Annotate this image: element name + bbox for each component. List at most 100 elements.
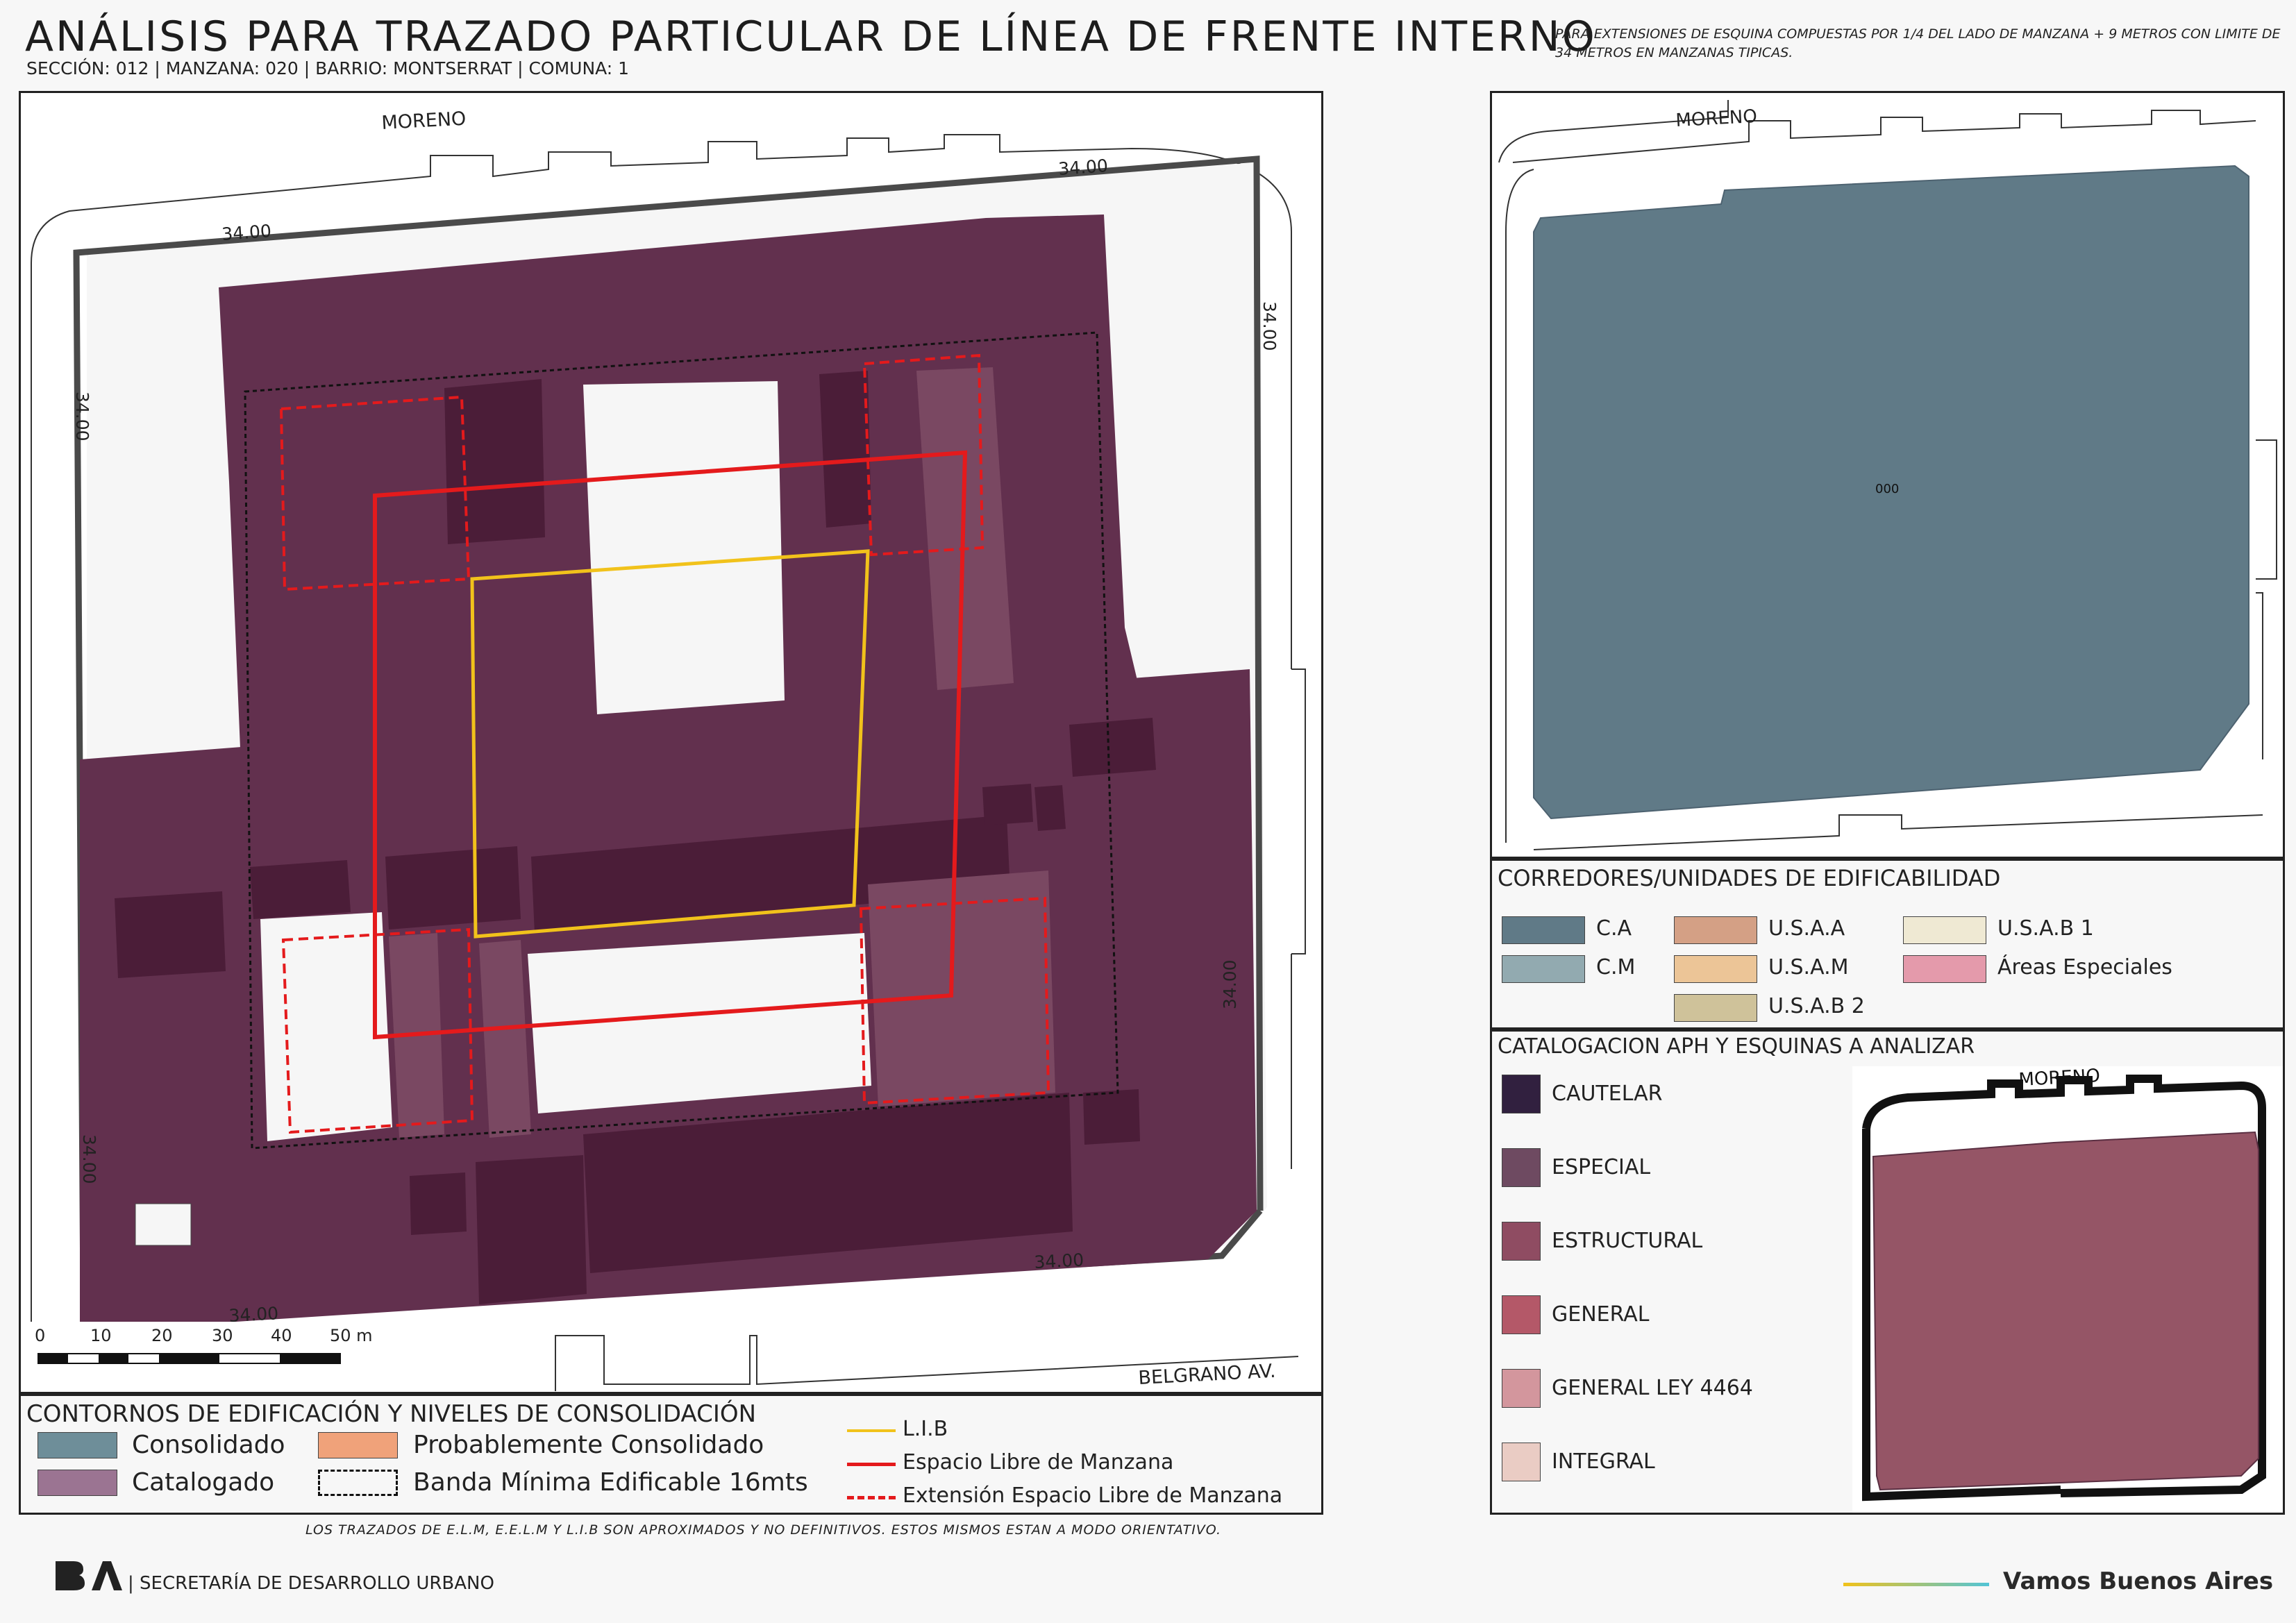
slogan: Vamos Buenos Aires bbox=[2003, 1567, 2274, 1595]
building-dark-south bbox=[583, 1093, 1073, 1273]
courtyard-north bbox=[583, 381, 785, 714]
slogan-gradient-line bbox=[1843, 1583, 1989, 1586]
building-dark-4 bbox=[250, 860, 351, 919]
building-dark-5 bbox=[1069, 718, 1156, 777]
building-dark-1 bbox=[444, 379, 545, 544]
swatch-especial bbox=[1502, 1148, 1541, 1187]
street-name-top: MORENO bbox=[381, 108, 467, 134]
building-dark-7 bbox=[982, 784, 1033, 825]
swatch-general bbox=[1502, 1295, 1541, 1334]
label-ca: C.A bbox=[1596, 916, 1632, 941]
dim-left-top: 34.00 bbox=[72, 392, 92, 442]
legend-consolidacion-title: CONTORNOS DE EDIFICACIÓN Y NIVELES DE CO… bbox=[26, 1400, 757, 1428]
dim-bottom-left: 34.00 bbox=[228, 1303, 279, 1326]
scale-tick-50: 50 m bbox=[330, 1326, 373, 1345]
label-usam: U.S.A.M bbox=[1768, 955, 1849, 979]
swatch-lib bbox=[847, 1429, 896, 1432]
label-eelm: Extensión Espacio Libre de Manzana bbox=[903, 1483, 1283, 1508]
label-usab2: U.S.A.B 2 bbox=[1768, 994, 1865, 1018]
swatch-cautelar bbox=[1502, 1075, 1541, 1113]
corredor-id-label: 000 bbox=[1875, 482, 1899, 496]
building-dark-6 bbox=[1034, 785, 1066, 831]
building-dark-row bbox=[531, 815, 1010, 933]
building-dark-3 bbox=[385, 846, 521, 930]
page-subtitle: SECCIÓN: 012 | MANZANA: 020 | BARRIO: MO… bbox=[26, 58, 630, 78]
label-especial: ESPECIAL bbox=[1552, 1155, 1651, 1179]
label-cautelar: CAUTELAR bbox=[1552, 1082, 1663, 1106]
scale-bar: 0 10 20 30 40 50 m bbox=[35, 1326, 373, 1364]
eelm-ne bbox=[862, 353, 984, 557]
legend-consolidacion: CONTORNOS DE EDIFICACIÓN Y NIVELES DE CO… bbox=[19, 1394, 1323, 1515]
swatch-usaa bbox=[1674, 916, 1757, 944]
legend-corredores-title: CORREDORES/UNIDADES DE EDIFICABILIDAD bbox=[1498, 865, 2001, 891]
label-usab1: U.S.A.B 1 bbox=[1997, 916, 2094, 941]
label-cm: C.M bbox=[1596, 955, 1636, 979]
eelm-sw bbox=[281, 927, 474, 1134]
scale-tick-0: 0 bbox=[35, 1326, 45, 1345]
label-probablemente: Probablemente Consolidado bbox=[413, 1431, 764, 1459]
swatch-areas-especiales bbox=[1903, 955, 1986, 983]
swatch-banda bbox=[318, 1470, 398, 1496]
svg-text:BA: BA bbox=[53, 1558, 54, 1559]
building-dark-se bbox=[1083, 1089, 1140, 1145]
dim-top-left: 34.00 bbox=[221, 221, 271, 244]
aph-mini-street: MORENO bbox=[2018, 1066, 2101, 1091]
label-integral: INTEGRAL bbox=[1552, 1449, 1655, 1474]
swatch-catalogado bbox=[37, 1470, 117, 1496]
dim-top-right: 34.00 bbox=[1057, 155, 1108, 179]
building-dark-west bbox=[115, 891, 226, 978]
swatch-consolidado bbox=[37, 1432, 117, 1458]
swatch-eelm bbox=[847, 1496, 896, 1499]
legend-aph: CATALOGACION APH Y ESQUINAS A ANALIZAR C… bbox=[1490, 1029, 2285, 1515]
label-general: GENERAL bbox=[1552, 1302, 1650, 1327]
scale-tick-30: 30 bbox=[212, 1326, 233, 1345]
label-banda: Banda Mínima Edificable 16mts bbox=[413, 1468, 808, 1497]
swatch-estructural bbox=[1502, 1222, 1541, 1261]
dim-bottom-right: 34.00 bbox=[1034, 1250, 1084, 1272]
trazados-disclaimer: LOS TRAZADOS DE E.L.M, E.E.L.M Y L.I.B S… bbox=[305, 1522, 1222, 1538]
eelm-se bbox=[859, 896, 1050, 1105]
building-dark-2 bbox=[819, 371, 871, 528]
label-lib: L.I.B bbox=[903, 1417, 948, 1441]
label-estructural: ESTRUCTURAL bbox=[1552, 1229, 1703, 1253]
scale-tick-40: 40 bbox=[271, 1326, 292, 1345]
aph-estructural-polygon bbox=[1872, 1131, 2259, 1491]
swatch-elm bbox=[847, 1463, 896, 1466]
street-edge-outline bbox=[31, 134, 1292, 1384]
organization-name: | SECRETARÍA DE DESARROLLO URBANO bbox=[128, 1573, 494, 1594]
building-light-4 bbox=[479, 940, 531, 1138]
swatch-usam bbox=[1674, 955, 1757, 983]
label-usaa: U.S.A.A bbox=[1768, 916, 1845, 941]
banda-minima bbox=[244, 331, 1119, 1150]
swatch-integral bbox=[1502, 1443, 1541, 1481]
swatch-general-ley bbox=[1502, 1369, 1541, 1408]
label-general-ley: GENERAL LEY 4464 bbox=[1552, 1376, 1753, 1400]
swatch-probablemente bbox=[318, 1432, 398, 1458]
building-dark-south-2 bbox=[476, 1155, 587, 1304]
courtyard-south bbox=[528, 933, 871, 1113]
corredores-map[interactable]: MORENO 000 bbox=[1492, 93, 2283, 857]
dim-right-bottom: 34.00 bbox=[1220, 959, 1240, 1009]
legend-aph-title: CATALOGACION APH Y ESQUINAS A ANALIZAR bbox=[1498, 1034, 1975, 1059]
label-consolidado: Consolidado bbox=[132, 1431, 285, 1459]
legend-corredores: CORREDORES/UNIDADES DE EDIFICABILIDAD C.… bbox=[1490, 859, 2285, 1029]
building-light-2 bbox=[868, 871, 1055, 1107]
label-areas-especiales: Áreas Especiales bbox=[1997, 955, 2172, 979]
scale-tick-20: 20 bbox=[151, 1326, 173, 1345]
label-catalogado: Catalogado bbox=[132, 1468, 275, 1497]
corner-extension-note: PARA EXTENSIONES DE ESQUINA COMPUESTAS P… bbox=[1555, 26, 2281, 60]
ba-logo: BA bbox=[53, 1558, 122, 1592]
swatch-usab2 bbox=[1674, 994, 1757, 1022]
swatch-cm bbox=[1502, 955, 1585, 983]
corredores-street-top: MORENO bbox=[1675, 106, 1758, 131]
scale-tick-10: 10 bbox=[90, 1326, 112, 1345]
corredores-map-panel: MORENO 000 bbox=[1490, 91, 2285, 859]
page-title: ANÁLISIS PARA TRAZADO PARTICULAR DE LÍNE… bbox=[25, 12, 1597, 61]
main-map[interactable]: MORENO BELGRANO AV. 34.00 34.00 34.00 34… bbox=[21, 93, 1321, 1392]
elm-outline bbox=[373, 450, 968, 1040]
corredor-ca-polygon bbox=[1533, 165, 2249, 820]
label-elm: Espacio Libre de Manzana bbox=[903, 1450, 1174, 1474]
dim-left-bottom: 34.00 bbox=[79, 1134, 99, 1184]
dim-right-top: 34.00 bbox=[1259, 301, 1280, 351]
aph-mini-map[interactable]: MORENO bbox=[1852, 1066, 2283, 1513]
